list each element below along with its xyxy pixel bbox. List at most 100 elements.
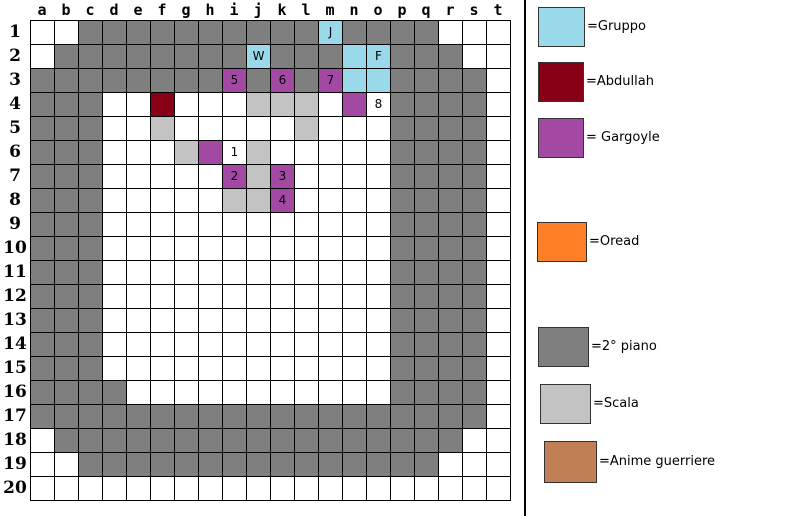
cell-floor-j20[interactable]: [246, 476, 271, 501]
token-2[interactable]: 2: [222, 164, 247, 189]
cell-second-floor-p2[interactable]: [390, 44, 415, 69]
cell-floor-n20[interactable]: [342, 476, 367, 501]
cell-second-floor-s11[interactable]: [462, 260, 487, 285]
cell-floor-n11[interactable]: [342, 260, 367, 285]
cell-floor-o14[interactable]: [366, 332, 391, 357]
cell-floor-o10[interactable]: [366, 236, 391, 261]
cell-second-floor-q10[interactable]: [414, 236, 439, 261]
token-J[interactable]: J: [318, 20, 343, 45]
cell-second-floor-a14[interactable]: [30, 332, 55, 357]
cell-floor-e4[interactable]: [126, 92, 151, 117]
cell-second-floor-c9[interactable]: [78, 212, 103, 237]
cell-floor-f8[interactable]: [150, 188, 175, 213]
cell-second-floor-l19[interactable]: [294, 452, 319, 477]
cell-second-floor-p7[interactable]: [390, 164, 415, 189]
cell-second-floor-f17[interactable]: [150, 404, 175, 429]
cell-second-floor-a4[interactable]: [30, 92, 55, 117]
cell-second-floor-c14[interactable]: [78, 332, 103, 357]
cell-floor-l20[interactable]: [294, 476, 319, 501]
cell-second-floor-s9[interactable]: [462, 212, 487, 237]
cell-second-floor-e17[interactable]: [126, 404, 151, 429]
cell-second-floor-q16[interactable]: [414, 380, 439, 405]
cell-floor-j16[interactable]: [246, 380, 271, 405]
cell-second-floor-a9[interactable]: [30, 212, 55, 237]
cell-second-floor-r9[interactable]: [438, 212, 463, 237]
cell-floor-t14[interactable]: [486, 332, 511, 357]
cell-floor-b19[interactable]: [54, 452, 79, 477]
cell-floor-q20[interactable]: [414, 476, 439, 501]
cell-floor-h20[interactable]: [198, 476, 223, 501]
cell-floor-m10[interactable]: [318, 236, 343, 261]
cell-second-floor-p12[interactable]: [390, 284, 415, 309]
cell-second-floor-o17[interactable]: [366, 404, 391, 429]
token-8[interactable]: 8: [366, 92, 391, 117]
cell-second-floor-p14[interactable]: [390, 332, 415, 357]
cell-second-floor-a17[interactable]: [30, 404, 55, 429]
cell-second-floor-c15[interactable]: [78, 356, 103, 381]
cell-floor-b1[interactable]: [54, 20, 79, 45]
cell-second-floor-g1[interactable]: [174, 20, 199, 45]
cell-second-floor-r14[interactable]: [438, 332, 463, 357]
cell-floor-h9[interactable]: [198, 212, 223, 237]
cell-floor-e6[interactable]: [126, 140, 151, 165]
cell-floor-b20[interactable]: [54, 476, 79, 501]
cell-floor-h10[interactable]: [198, 236, 223, 261]
cell-floor-s19[interactable]: [462, 452, 487, 477]
cell-second-floor-b12[interactable]: [54, 284, 79, 309]
cell-floor-f20[interactable]: [150, 476, 175, 501]
cell-second-floor-r11[interactable]: [438, 260, 463, 285]
cell-floor-l10[interactable]: [294, 236, 319, 261]
cell-floor-k5[interactable]: [270, 116, 295, 141]
cell-floor-a2[interactable]: [30, 44, 55, 69]
cell-second-floor-d18[interactable]: [102, 428, 127, 453]
cell-floor-i11[interactable]: [222, 260, 247, 285]
cell-floor-e10[interactable]: [126, 236, 151, 261]
cell-floor-m6[interactable]: [318, 140, 343, 165]
cell-floor-t20[interactable]: [486, 476, 511, 501]
cell-second-floor-k18[interactable]: [270, 428, 295, 453]
cell-floor-k15[interactable]: [270, 356, 295, 381]
cell-second-floor-c7[interactable]: [78, 164, 103, 189]
cell-second-floor-d19[interactable]: [102, 452, 127, 477]
cell-floor-e12[interactable]: [126, 284, 151, 309]
cell-floor-m16[interactable]: [318, 380, 343, 405]
cell-second-floor-p3[interactable]: [390, 68, 415, 93]
cell-floor-t5[interactable]: [486, 116, 511, 141]
cell-floor-a1[interactable]: [30, 20, 55, 45]
cell-floor-k20[interactable]: [270, 476, 295, 501]
cell-second-floor-q15[interactable]: [414, 356, 439, 381]
cell-floor-d12[interactable]: [102, 284, 127, 309]
cell-second-floor-e1[interactable]: [126, 20, 151, 45]
cell-floor-n15[interactable]: [342, 356, 367, 381]
cell-floor-t16[interactable]: [486, 380, 511, 405]
cell-second-floor-q4[interactable]: [414, 92, 439, 117]
cell-floor-d13[interactable]: [102, 308, 127, 333]
cell-second-floor-f2[interactable]: [150, 44, 175, 69]
cell-second-floor-p13[interactable]: [390, 308, 415, 333]
cell-second-floor-n19[interactable]: [342, 452, 367, 477]
cell-second-floor-e3[interactable]: [126, 68, 151, 93]
cell-second-floor-p16[interactable]: [390, 380, 415, 405]
cell-second-floor-r13[interactable]: [438, 308, 463, 333]
cell-second-floor-o19[interactable]: [366, 452, 391, 477]
cell-second-floor-q3[interactable]: [414, 68, 439, 93]
cell-second-floor-o1[interactable]: [366, 20, 391, 45]
cell-second-floor-b17[interactable]: [54, 404, 79, 429]
cell-second-floor-n17[interactable]: [342, 404, 367, 429]
cell-abdullah-f4[interactable]: [150, 92, 175, 117]
cell-floor-m9[interactable]: [318, 212, 343, 237]
cell-second-floor-c16[interactable]: [78, 380, 103, 405]
token-6[interactable]: 6: [270, 68, 295, 93]
cell-floor-k6[interactable]: [270, 140, 295, 165]
cell-floor-f15[interactable]: [150, 356, 175, 381]
cell-floor-i16[interactable]: [222, 380, 247, 405]
cell-second-floor-g2[interactable]: [174, 44, 199, 69]
cell-floor-h12[interactable]: [198, 284, 223, 309]
cell-second-floor-r15[interactable]: [438, 356, 463, 381]
cell-second-floor-b14[interactable]: [54, 332, 79, 357]
cell-second-floor-d17[interactable]: [102, 404, 127, 429]
cell-second-floor-a10[interactable]: [30, 236, 55, 261]
cell-floor-t18[interactable]: [486, 428, 511, 453]
cell-floor-e11[interactable]: [126, 260, 151, 285]
cell-second-floor-s14[interactable]: [462, 332, 487, 357]
